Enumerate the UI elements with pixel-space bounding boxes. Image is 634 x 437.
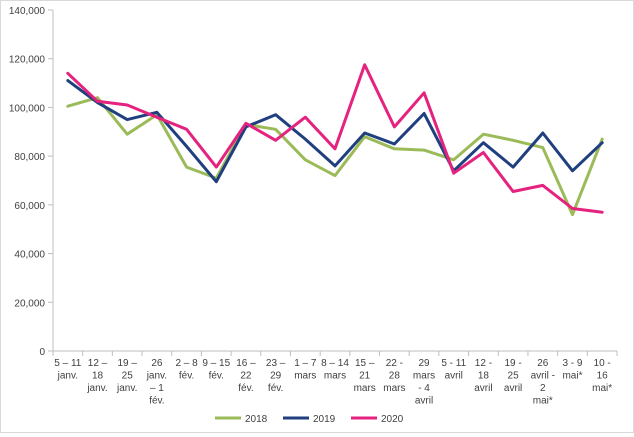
x-tick-label: 1 – 7 mars: [294, 358, 317, 382]
x-tick-label: 12 -18 avril: [474, 358, 492, 394]
legend-label: 2020: [381, 414, 404, 425]
x-tick-label: 26 avril -2 mai*: [531, 358, 555, 407]
y-tick-label: 20,000: [14, 298, 45, 309]
y-tick-label: 40,000: [14, 250, 45, 261]
x-tick-label: 8 – 14 mars: [321, 358, 349, 382]
y-tick-label: 120,000: [9, 55, 46, 66]
x-tick-label: 9 – 15 fév.: [202, 358, 230, 382]
legend: 2018 2019 2020: [215, 414, 404, 425]
x-tick-label: 12 –18 janv.: [86, 358, 107, 394]
x-tick-label: 16 –22 fév.: [236, 358, 256, 394]
y-tick-label: 140,000: [9, 6, 46, 17]
x-axis: 5 – 11 janv.12 –18 janv. 19 –25 janv. 26 janv.…: [52, 350, 618, 407]
x-tick-label: 23 –29 fév.: [266, 358, 286, 394]
x-tick-label: 3 - 9 mai*: [562, 358, 582, 382]
x-tick-label: 10 -16 mai*: [592, 358, 612, 394]
y-tick-label: 60,000: [14, 201, 45, 212]
y-tick-label: 100,000: [9, 103, 46, 114]
x-tick-label: 26 janv. – 1 fév.: [146, 358, 167, 407]
y-tick-label: 80,000: [14, 152, 45, 163]
series-line-2018: [66, 96, 604, 217]
x-tick-label: 22 -28 mars: [383, 358, 405, 394]
y-axis: 0 20,000 40,000 60,000 80,000 100,000 120,000 1…: [9, 6, 54, 358]
series-lines: [66, 63, 604, 217]
legend-label: 2018: [245, 414, 268, 425]
x-tick-label: 19 –25 janv.: [116, 358, 137, 394]
series-line-2020: [66, 63, 604, 214]
x-tick-label: 2 – 8 fév.: [175, 358, 198, 382]
legend-item-2019: 2019: [283, 414, 336, 425]
x-tick-label: 29 mars - 4 avril: [413, 358, 435, 407]
x-tick-label: 5 - 11 avril: [441, 358, 466, 382]
y-tick-label: 0: [39, 347, 45, 358]
x-tick-label: 15 –21 mars: [354, 358, 376, 394]
legend-label: 2019: [313, 414, 336, 425]
x-tick-label: 5 – 11 janv.: [54, 358, 81, 382]
legend-item-2020: 2020: [351, 414, 404, 425]
x-tick-label: 19 -25 avril: [504, 358, 522, 394]
series-line-2019: [66, 79, 604, 184]
legend-item-2018: 2018: [215, 414, 268, 425]
